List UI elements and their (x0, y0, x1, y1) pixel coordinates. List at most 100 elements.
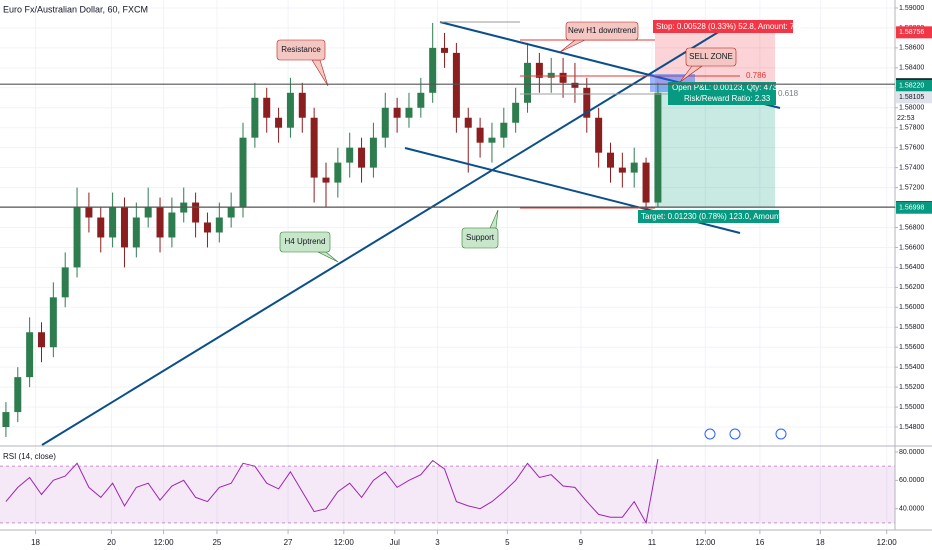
grid (0, 0, 895, 530)
price-label-box (896, 91, 932, 104)
target-label: Target: 0.01230 (0.78%) 123.0, Amount: 1… (641, 212, 815, 221)
candle-body (512, 102, 520, 123)
callout-text: Support (466, 233, 495, 242)
y-tick-label: 1.55600 (899, 344, 924, 351)
candle-body (547, 72, 555, 78)
candle-body (26, 332, 34, 378)
y-tick-label: 1.57600 (899, 145, 924, 152)
candle-body (156, 207, 164, 238)
y-tick-label: 1.58600 (899, 45, 924, 52)
rsi-title: RSI (14, close) (3, 452, 56, 461)
candle-body (132, 217, 140, 248)
price-label-box (896, 26, 932, 39)
candle-body (263, 97, 271, 118)
candle-body (144, 207, 152, 218)
candle-body (286, 92, 294, 128)
uptrend-line (41, 27, 726, 446)
candle-body (642, 162, 650, 203)
y-tick-label: 1.54800 (899, 424, 924, 431)
x-tick-label: 25 (212, 538, 221, 547)
candle-body (168, 212, 176, 238)
candle-body (369, 137, 377, 168)
y-tick-label: 1.57200 (899, 184, 924, 191)
rsi-line (5, 459, 659, 525)
callout-text: H4 Uptrend (285, 237, 326, 246)
candle-body (239, 137, 247, 208)
y-tick-label: 1.56200 (899, 284, 924, 291)
callout-text: Resistance (281, 45, 321, 54)
callout-box (279, 231, 331, 253)
x-tick-label: 5 (505, 538, 510, 547)
y-tick-label: 1.56400 (899, 264, 924, 271)
candle-body (476, 127, 484, 143)
candle-body (97, 217, 105, 238)
candles (2, 22, 662, 438)
y-tick-label: 1.58400 (899, 65, 924, 72)
y-tick-label: 80.0000 (899, 449, 924, 456)
price-label: 1.58105 (899, 94, 924, 101)
candle-body (595, 117, 603, 153)
target-label-box (638, 210, 779, 223)
candle-body (452, 52, 460, 118)
x-tick-label: 20 (107, 538, 116, 547)
x-tick-label: 18 (31, 538, 40, 547)
candle-body (358, 147, 366, 168)
y-tick-label: 1.56000 (899, 304, 924, 311)
candle-body (618, 167, 626, 173)
candle-body (227, 207, 235, 218)
x-tick-label: 18 (816, 538, 825, 547)
candle-body (524, 62, 532, 103)
candle-body (203, 222, 211, 233)
x-tick-label: 12:00 (154, 538, 175, 547)
price-label-box (896, 79, 932, 92)
event-icon[interactable] (729, 428, 741, 440)
callout-text: New H1 downtrend (568, 26, 636, 35)
candle-body (310, 117, 318, 178)
callout-box (565, 21, 639, 41)
countdown: 22:53 (897, 115, 915, 122)
x-tick-label: 27 (284, 538, 293, 547)
candle-body (334, 162, 342, 183)
candle-body (2, 412, 10, 428)
candle-body (109, 207, 117, 238)
candle-body (49, 297, 57, 348)
y-tick-label: 1.55000 (899, 404, 924, 411)
candle-body (298, 92, 306, 118)
candle-body (535, 62, 543, 78)
candle-body (192, 202, 200, 223)
candle-body (488, 137, 496, 143)
candle-body (37, 332, 45, 348)
price-label-box (896, 201, 932, 214)
y-tick-label: 1.55800 (899, 324, 924, 331)
rsi-band (0, 466, 895, 523)
x-tick-label: 3 (435, 538, 440, 547)
candle-body (630, 162, 638, 173)
pnl-label: Open P&L: 0.00123, Qty: 47348 (672, 83, 786, 92)
target-zone (655, 85, 775, 208)
x-tick-label: 12:00 (877, 538, 898, 547)
event-icon[interactable] (704, 428, 716, 440)
candle-body (322, 177, 330, 183)
candle-body (654, 92, 662, 203)
candle-body (405, 107, 413, 118)
event-icon[interactable] (775, 428, 787, 440)
candle-body (346, 147, 354, 163)
candle-body (417, 92, 425, 108)
candle-body (606, 152, 614, 168)
y-tick-label: 1.58000 (899, 105, 924, 112)
candle-body (500, 122, 508, 138)
rr-label: Risk/Reward Ratio: 2.33 (684, 94, 771, 103)
price-label: 1.58220 (899, 83, 924, 90)
callout-box (276, 39, 326, 61)
y-tick-label: 1.56800 (899, 224, 924, 231)
candle-body (583, 87, 591, 118)
y-tick-label: 40.0000 (899, 506, 924, 513)
candle-body (441, 47, 449, 53)
y-tick-label: 1.56600 (899, 244, 924, 251)
stop-label-box (653, 20, 793, 33)
x-tick-label: 12:00 (334, 538, 355, 547)
x-tick-label: 11 (648, 538, 657, 547)
candle-body (464, 117, 472, 128)
